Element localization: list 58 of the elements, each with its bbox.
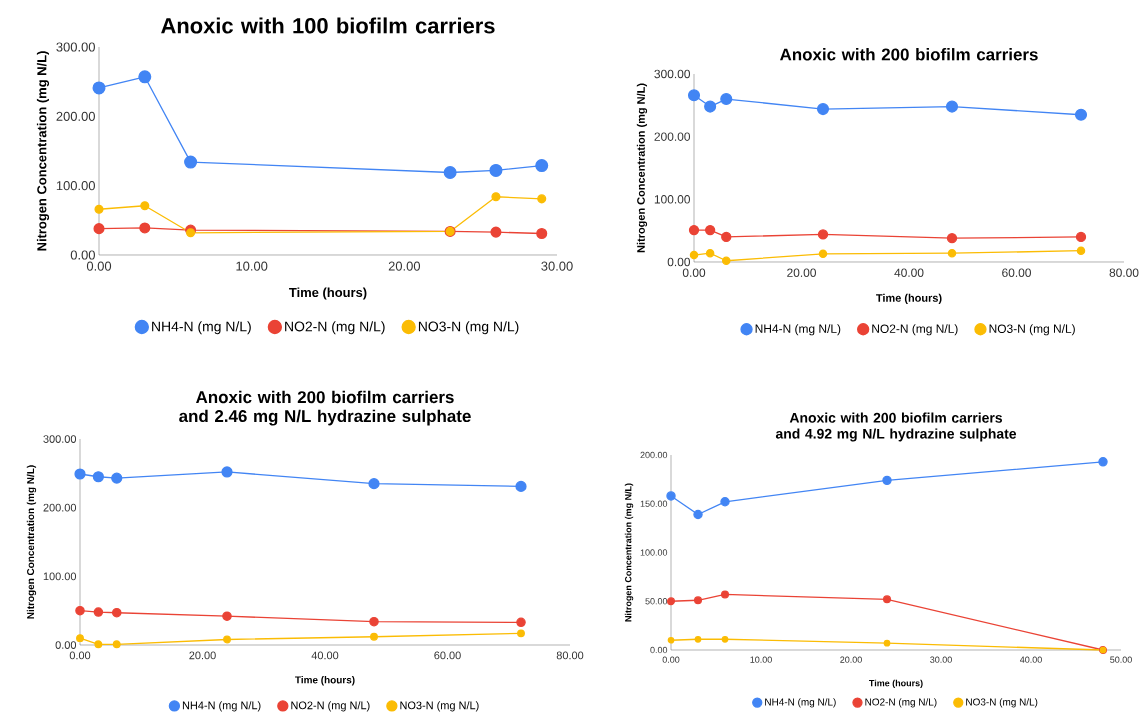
y-tick-label: 100.00 bbox=[43, 572, 77, 581]
legend-label: NH4-N (mg N/L) bbox=[765, 698, 836, 708]
y-axis-title: Nitrogen Concentration (mg N/L) bbox=[36, 51, 50, 251]
y-tick-label: 200.00 bbox=[56, 111, 95, 121]
x-axis-title: Time (hours) bbox=[289, 287, 367, 300]
legend-label: NO2-N (mg N/L) bbox=[291, 701, 370, 712]
chart-title: Anoxic with 200 biofilm carriers bbox=[780, 48, 1038, 61]
y-tick-label: 0.00 bbox=[650, 646, 668, 654]
x-tick-label: 50.00 bbox=[1110, 656, 1132, 663]
y-tick-label: 300.00 bbox=[56, 42, 95, 52]
y-tick-label: 200.00 bbox=[640, 451, 668, 459]
y-tick-label: 100.00 bbox=[56, 181, 95, 191]
x-tick-label: 40.00 bbox=[894, 268, 924, 277]
legend-label: NO3-N (mg N/L) bbox=[966, 698, 1038, 708]
x-axis-title: Time (hours) bbox=[869, 679, 923, 689]
legend-label: NO2-N (mg N/L) bbox=[872, 324, 958, 336]
x-tick-label: 10.00 bbox=[750, 656, 772, 663]
y-tick-label: 50.00 bbox=[645, 598, 668, 605]
x-tick-label: 30.00 bbox=[930, 656, 952, 663]
x-tick-label: 20.00 bbox=[840, 656, 862, 663]
y-tick-label: 0.00 bbox=[70, 250, 95, 260]
legend-label: NH4-N (mg N/L) bbox=[182, 701, 261, 712]
x-tick-label: 80.00 bbox=[1109, 268, 1139, 277]
y-axis-title: Nitrogen Concentration (mg N/L) bbox=[26, 465, 37, 619]
chart-title: Anoxic with 200 biofilm carriers and 4.92 mg N/L hydrazine sulphate bbox=[775, 412, 1017, 442]
y-tick-label: 200.00 bbox=[654, 132, 691, 141]
chart-title: Anoxic with 100 biofilm carriers bbox=[161, 17, 495, 34]
legend-label: NO3-N (mg N/L) bbox=[989, 324, 1075, 336]
x-tick-label: 30.00 bbox=[541, 261, 573, 271]
y-axis-title: Nitrogen Concentration (mg N/L) bbox=[636, 83, 648, 253]
x-axis-title: Time (hours) bbox=[295, 676, 355, 686]
x-tick-label: 20.00 bbox=[787, 268, 816, 277]
chart-title: Anoxic with 200 biofilm carriers and 2.46 mg N/L hydrazine sulphate bbox=[179, 390, 471, 426]
x-tick-label: 20.00 bbox=[388, 261, 421, 271]
x-tick-label: 60.00 bbox=[1002, 268, 1031, 277]
legend-label: NO2-N (mg N/L) bbox=[865, 698, 937, 708]
y-axis-title: Nitrogen Concentration (mg N/L) bbox=[624, 483, 634, 622]
y-tick-label: 200.00 bbox=[43, 503, 77, 512]
x-tick-label: 0.00 bbox=[682, 268, 706, 277]
x-tick-label: 0.00 bbox=[86, 261, 112, 271]
x-tick-label: 10.00 bbox=[236, 261, 268, 271]
x-tick-label: 20.00 bbox=[189, 651, 216, 660]
y-tick-label: 150.00 bbox=[640, 500, 668, 507]
y-tick-label: 100.00 bbox=[640, 549, 668, 556]
legend-label: NO3-N (mg N/L) bbox=[400, 701, 479, 712]
y-tick-label: 0.00 bbox=[55, 641, 77, 649]
legend-label: NO3-N (mg N/L) bbox=[418, 321, 519, 335]
x-tick-label: 40.00 bbox=[311, 651, 339, 660]
x-tick-label: 40.00 bbox=[1019, 656, 1042, 663]
y-tick-label: 300.00 bbox=[654, 69, 691, 79]
legend-label: NH4-N (mg N/L) bbox=[152, 321, 251, 335]
legend-label: NH4-N (mg N/L) bbox=[755, 324, 841, 336]
x-tick-label: 60.00 bbox=[434, 651, 461, 660]
x-tick-label: 80.00 bbox=[556, 651, 584, 660]
legend-label: NO2-N (mg N/L) bbox=[285, 321, 385, 335]
y-tick-label: 100.00 bbox=[654, 195, 691, 204]
y-tick-label: 300.00 bbox=[43, 435, 77, 443]
x-axis-title: Time (hours) bbox=[876, 293, 942, 305]
